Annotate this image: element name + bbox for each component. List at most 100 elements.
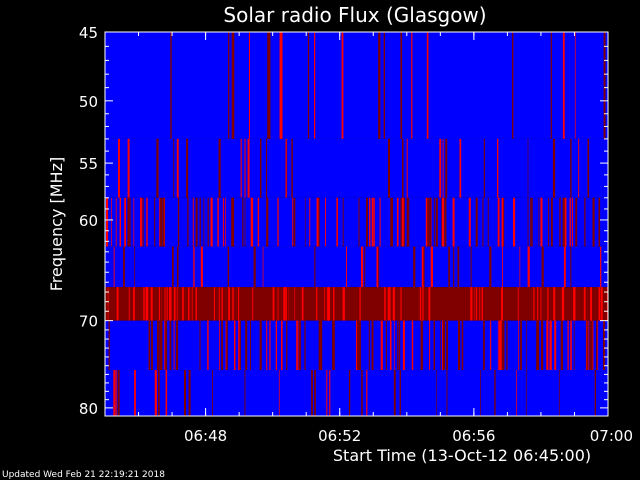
spectral-stripe: [207, 197, 209, 247]
spectral-stripe: [266, 197, 269, 247]
spectral-stripe: [259, 320, 262, 371]
spectral-stripe: [550, 320, 552, 371]
spectral-stripe: [129, 197, 131, 247]
spectral-stripe: [126, 287, 129, 321]
spectral-stripe: [177, 246, 179, 288]
spectral-stripe: [432, 287, 435, 321]
spectral-stripe: [358, 287, 360, 321]
spectral-stripe: [585, 320, 587, 371]
spectral-stripe: [430, 246, 433, 288]
spectral-stripe: [165, 320, 168, 371]
spectral-stripe: [285, 138, 287, 198]
spectral-stripe: [134, 370, 136, 416]
y-tick-label: 80: [79, 400, 98, 418]
spectral-stripe: [497, 320, 499, 371]
spectral-stripe: [107, 287, 109, 321]
spectral-stripe: [221, 320, 223, 371]
spectral-stripe: [329, 370, 331, 416]
spectral-stripe: [569, 197, 571, 247]
spectral-stripe: [195, 287, 197, 321]
spectral-stripe: [540, 197, 543, 247]
spectral-stripe: [189, 287, 192, 321]
spectral-stripe: [595, 287, 598, 321]
spectral-stripe: [272, 287, 274, 321]
spectral-stripe: [226, 320, 228, 371]
spectral-stripe: [160, 320, 163, 371]
spectral-stripe: [433, 320, 435, 371]
spectral-stripe: [336, 197, 338, 247]
spectral-stripe: [597, 287, 599, 321]
spectral-stripe: [147, 287, 149, 321]
spectral-stripe: [519, 246, 521, 288]
spectral-stripe: [173, 138, 175, 198]
spectral-stripe: [297, 320, 299, 371]
spectral-stripe: [601, 287, 603, 321]
spectral-stripe: [192, 197, 194, 247]
spectral-stripe: [253, 246, 256, 288]
spectral-stripe: [265, 287, 268, 321]
spectral-stripe: [576, 287, 578, 321]
spectral-stripe: [228, 287, 230, 321]
spectral-stripe: [458, 320, 461, 371]
spectral-stripe: [332, 320, 334, 371]
spectral-stripe: [512, 287, 515, 321]
spectral-stripe: [208, 287, 210, 321]
spectral-stripe: [237, 287, 240, 321]
spectral-stripe: [527, 197, 529, 247]
spectral-stripe: [475, 287, 478, 321]
spectral-stripe: [440, 287, 443, 321]
spectral-stripe: [356, 320, 357, 371]
spectral-stripe: [537, 320, 540, 371]
spectral-stripe: [121, 287, 124, 321]
spectral-stripe: [182, 287, 184, 321]
spectral-stripe: [598, 197, 601, 247]
spectral-stripe: [232, 287, 234, 321]
spectral-stripe: [431, 287, 433, 321]
spectral-stripe: [117, 370, 120, 416]
spectral-stripe: [468, 197, 471, 247]
spectral-stripe: [379, 197, 381, 247]
spectral-stripe: [176, 287, 178, 321]
spectral-stripe: [419, 287, 422, 321]
spectral-stripe: [176, 138, 179, 198]
spectral-stripe: [148, 320, 151, 371]
spectral-stripe: [506, 320, 508, 371]
spectral-stripe: [435, 287, 437, 321]
spectral-stripe: [281, 320, 283, 371]
spectral-stripe: [148, 287, 150, 321]
spectral-stripe: [158, 370, 160, 416]
spectral-stripe: [427, 197, 430, 247]
spectral-stripe: [277, 287, 279, 321]
spectral-stripe: [483, 287, 485, 321]
spectral-stripe: [187, 197, 189, 247]
spectral-stripe: [502, 320, 505, 371]
spectral-stripe: [262, 246, 264, 288]
spectral-stripe: [378, 246, 380, 288]
spectral-stripe: [359, 320, 361, 371]
spectral-stripe: [461, 320, 464, 371]
spectral-stripe: [252, 287, 254, 321]
spectral-stripe: [538, 287, 540, 321]
spectral-stripe: [482, 197, 484, 247]
spectral-stripe: [145, 287, 148, 321]
spectral-stripe: [219, 320, 220, 371]
spectral-stripe: [125, 287, 127, 321]
spectral-stripe: [320, 320, 323, 371]
spectral-stripe: [158, 287, 160, 321]
spectral-stripe: [316, 287, 318, 321]
spectral-stripe: [172, 246, 174, 288]
spectral-stripe: [141, 197, 143, 247]
spectral-stripe: [541, 320, 544, 371]
spectral-stripe: [497, 287, 499, 321]
spectral-stripe: [562, 197, 565, 247]
spectral-stripe: [516, 370, 517, 416]
spectral-stripe: [371, 320, 374, 371]
spectral-stripe: [400, 197, 402, 247]
spectral-stripe: [402, 138, 404, 198]
spectral-stripe: [507, 287, 509, 321]
spectral-stripe: [525, 370, 527, 416]
spectral-stripe: [133, 197, 135, 247]
spectral-stripe: [540, 287, 542, 321]
spectral-stripe: [481, 287, 484, 321]
spectral-stripe: [376, 246, 379, 288]
